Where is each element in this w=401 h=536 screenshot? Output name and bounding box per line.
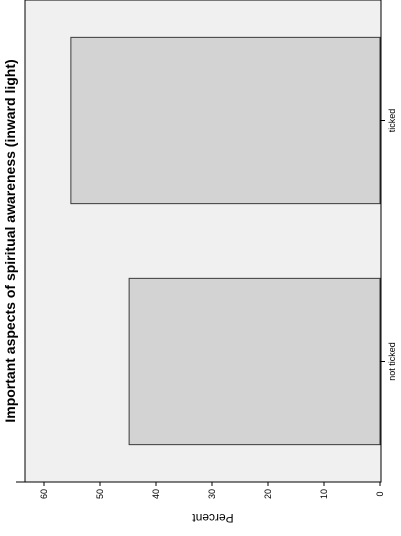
y-axis-title: Percent xyxy=(192,511,234,525)
category-label: ticked xyxy=(387,109,397,133)
value-tick-label: 20 xyxy=(263,489,273,499)
bars-layer xyxy=(70,36,381,446)
value-tick-label: 60 xyxy=(39,489,49,499)
value-tick-label: 30 xyxy=(207,489,217,499)
value-tick-label: 50 xyxy=(95,489,105,499)
category-label: not ticked xyxy=(387,342,397,381)
ticks-layer: not ticked ticked 0 10 20 30 40 50 60 xyxy=(16,109,397,499)
bar-ticked xyxy=(70,36,381,205)
chart-title: Important aspects of spiritual awareness… xyxy=(2,59,18,422)
bar-not-ticked xyxy=(128,277,381,446)
value-tick-label: 40 xyxy=(151,489,161,499)
value-tick-label: 0 xyxy=(375,491,385,496)
value-tick-label: 10 xyxy=(319,489,329,499)
